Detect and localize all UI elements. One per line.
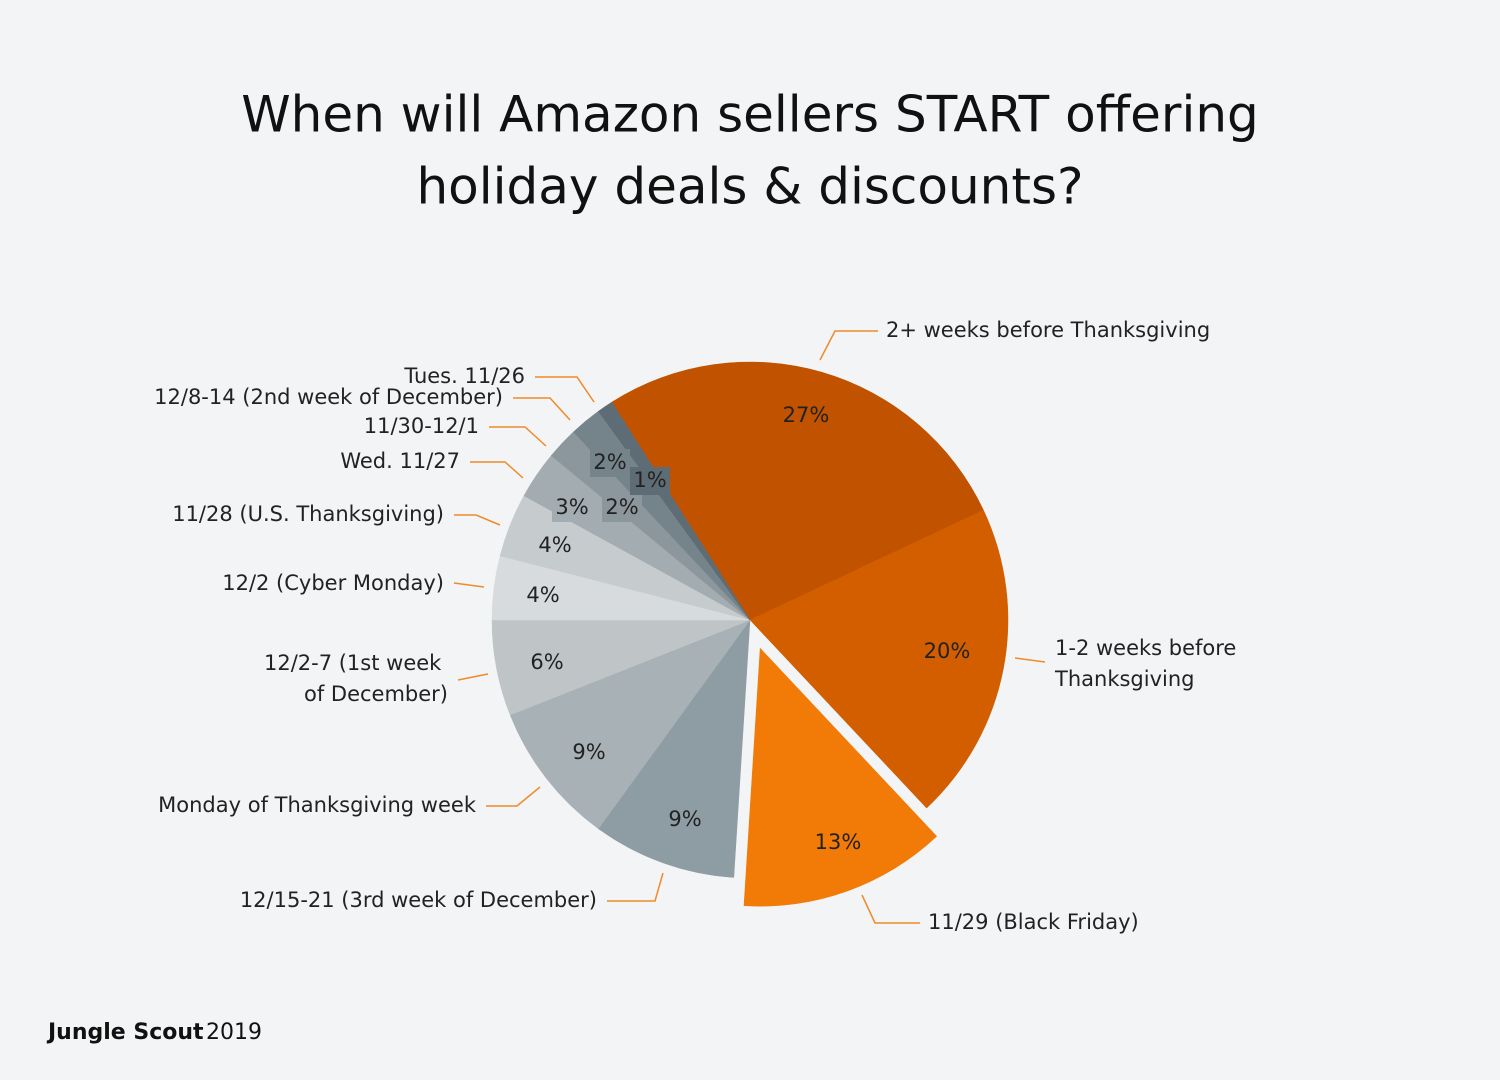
leader-line — [489, 426, 547, 447]
value-label: 9% — [572, 740, 605, 764]
category-label: 11/29 (Black Friday) — [928, 910, 1139, 934]
category-label: 12/15-21 (3rd week of December) — [240, 888, 597, 912]
leader-line — [513, 397, 571, 421]
category-label: 12/8-14 (2nd week of December) — [154, 385, 503, 409]
category-label: 12/2 (Cyber Monday) — [222, 571, 444, 595]
leader-line — [535, 376, 595, 403]
value-label: 3% — [555, 495, 588, 519]
value-label: 20% — [924, 639, 971, 663]
leader-line — [453, 582, 485, 588]
pie-slice — [749, 509, 1009, 809]
leader-line — [861, 894, 920, 924]
category-label: 1-2 weeks before Thanksgiving — [1054, 636, 1243, 691]
category-label: 11/30-12/1 — [364, 414, 479, 438]
value-label-box — [590, 449, 630, 477]
pie-slice — [611, 361, 984, 621]
category-label: 12/2-7 (1st week of December) — [264, 651, 448, 706]
leader-line — [457, 673, 489, 681]
value-label: 6% — [530, 650, 563, 674]
pie — [491, 361, 1009, 907]
pie-slice — [509, 619, 751, 830]
value-label: 13% — [815, 830, 862, 854]
leader-line — [607, 872, 664, 902]
value-label: 1% — [633, 468, 666, 492]
category-label: Monday of Thanksgiving week — [158, 793, 477, 817]
value-label: 4% — [526, 583, 559, 607]
pie-slice — [598, 401, 751, 621]
leader-line — [819, 330, 878, 361]
category-label: 2+ weeks before Thanksgiving — [886, 318, 1210, 342]
source-year: 2019 — [206, 1020, 262, 1045]
value-label-box — [602, 494, 642, 522]
value-label: 2% — [593, 450, 626, 474]
value-label-box — [630, 467, 670, 495]
leader-line — [470, 461, 524, 479]
leader-line — [486, 786, 541, 807]
chart-title: When will Amazon sellers START offering — [241, 86, 1259, 144]
pie-slice — [598, 619, 751, 878]
value-label-box — [552, 494, 592, 522]
value-label: 4% — [538, 533, 571, 557]
category-label: Wed. 11/27 — [340, 449, 460, 473]
value-label: 9% — [668, 807, 701, 831]
leader-line — [454, 514, 501, 526]
source-brand: Jungle Scout — [46, 1020, 204, 1045]
pie-slice — [743, 647, 938, 907]
leader-line — [1014, 657, 1046, 663]
chart-title: holiday deals & discounts? — [416, 158, 1083, 216]
value-label: 2% — [605, 495, 638, 519]
value-label: 27% — [783, 403, 830, 427]
category-label: Tues. 11/26 — [403, 364, 525, 388]
category-label: 11/28 (U.S. Thanksgiving) — [172, 502, 444, 526]
